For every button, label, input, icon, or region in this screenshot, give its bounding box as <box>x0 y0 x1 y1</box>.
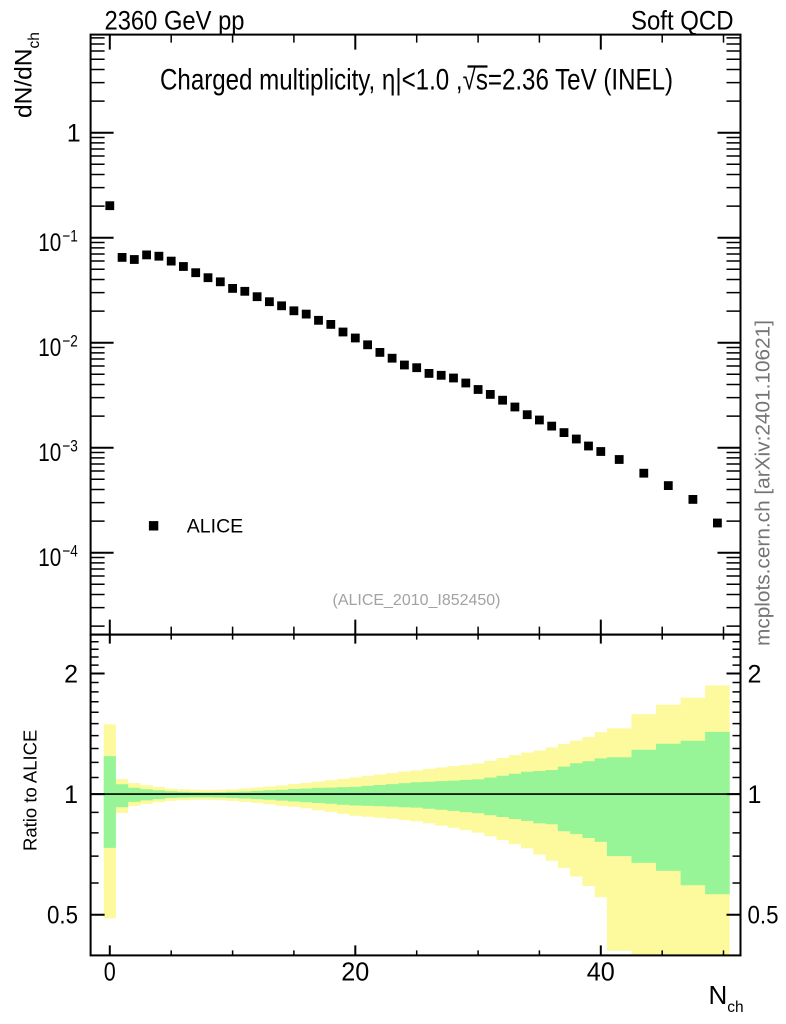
svg-text:Soft QCD: Soft QCD <box>631 5 734 35</box>
svg-text:(ALICE_2010_I852450): (ALICE_2010_I852450) <box>333 592 501 609</box>
svg-text:1: 1 <box>64 781 78 809</box>
svg-text:10: 10 <box>38 229 61 257</box>
svg-text:ALICE: ALICE <box>187 515 243 537</box>
svg-text:1: 1 <box>67 120 81 148</box>
svg-text:0.5: 0.5 <box>47 902 78 930</box>
svg-text:−2: −2 <box>62 333 78 351</box>
svg-text:2360 GeV pp: 2360 GeV pp <box>105 5 245 35</box>
svg-text:20: 20 <box>341 956 369 986</box>
svg-text:Charged multiplicity, η|<1.0 ,: Charged multiplicity, η|<1.0 ,√s=2.36 Te… <box>160 64 673 97</box>
svg-text:0.5: 0.5 <box>748 902 779 930</box>
svg-text:10: 10 <box>38 334 61 362</box>
svg-text:mcplots.cern.ch [arXiv:2401.10: mcplots.cern.ch [arXiv:2401.10621] <box>752 320 775 646</box>
svg-text:2: 2 <box>64 661 78 689</box>
svg-text:Ratio to ALICE: Ratio to ALICE <box>19 730 40 851</box>
svg-text:10: 10 <box>38 439 61 467</box>
svg-text:−3: −3 <box>62 438 78 456</box>
svg-text:40: 40 <box>587 956 615 986</box>
svg-text:−1: −1 <box>62 228 78 246</box>
svg-text:0: 0 <box>104 956 116 986</box>
svg-text:−4: −4 <box>62 543 78 561</box>
svg-text:1: 1 <box>748 781 762 809</box>
svg-text:10: 10 <box>38 544 61 572</box>
svg-text:2: 2 <box>748 661 762 689</box>
